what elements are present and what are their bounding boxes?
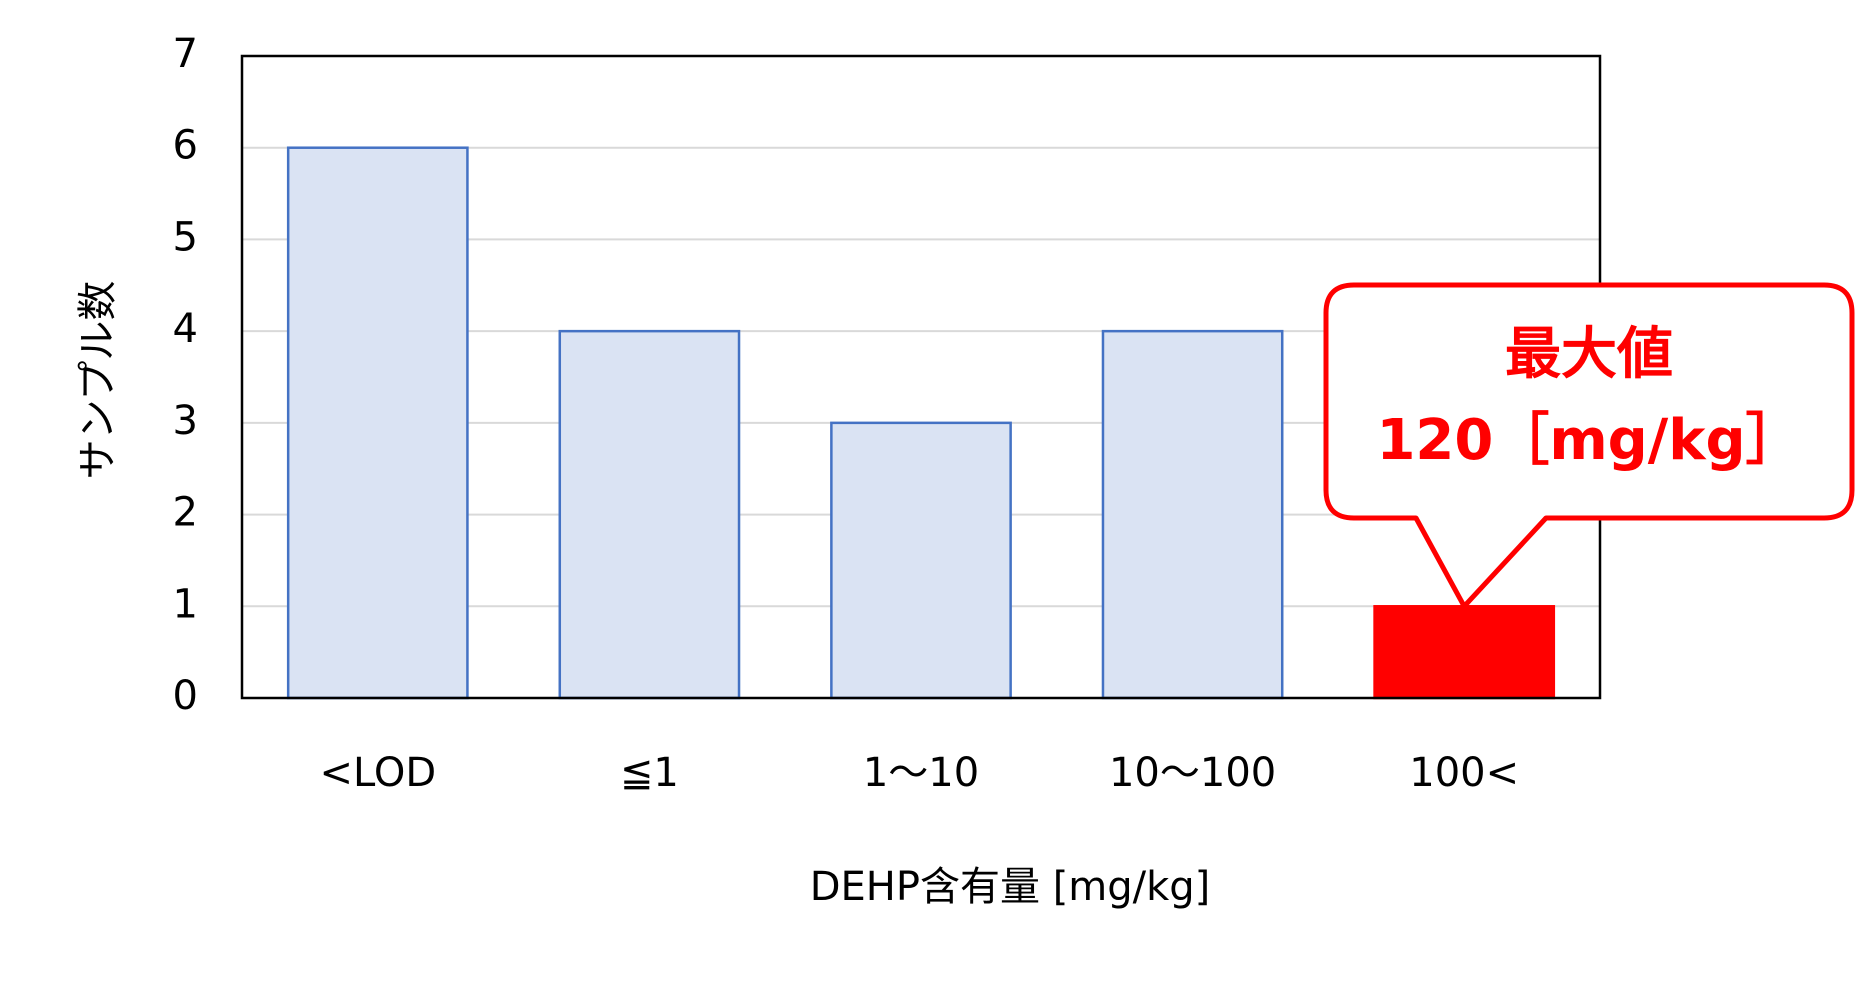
- x-tick-label: 10～100: [1109, 750, 1276, 796]
- callout: [1323, 282, 1855, 609]
- x-tick-label: 1～10: [863, 750, 979, 796]
- bar: [286, 146, 469, 700]
- y-tick-label: 5: [173, 214, 198, 260]
- y-tick-label: 0: [173, 673, 198, 719]
- x-tick-label: 100<: [1409, 750, 1519, 796]
- y-tick-label: 6: [173, 123, 198, 169]
- y-tick-label: 4: [173, 306, 198, 352]
- callout-text: 最大値: [1505, 322, 1673, 387]
- y-tick-label: 2: [173, 490, 198, 536]
- x-tick-label: ≦1: [620, 750, 679, 796]
- bar: [1101, 329, 1284, 700]
- y-tick-label: 1: [173, 581, 198, 627]
- bar: [830, 421, 1012, 700]
- bar: [1373, 605, 1556, 700]
- x-tick-label: <LOD: [319, 750, 436, 796]
- y-axis-title: サンプル数: [75, 281, 121, 480]
- y-tick-label: 7: [173, 31, 198, 77]
- bar: [558, 329, 741, 700]
- x-axis-title: DEHP含有量 [mg/kg]: [810, 864, 1211, 910]
- y-tick-label: 3: [173, 398, 198, 444]
- callout-text: 120［mg/kg］: [1376, 408, 1801, 473]
